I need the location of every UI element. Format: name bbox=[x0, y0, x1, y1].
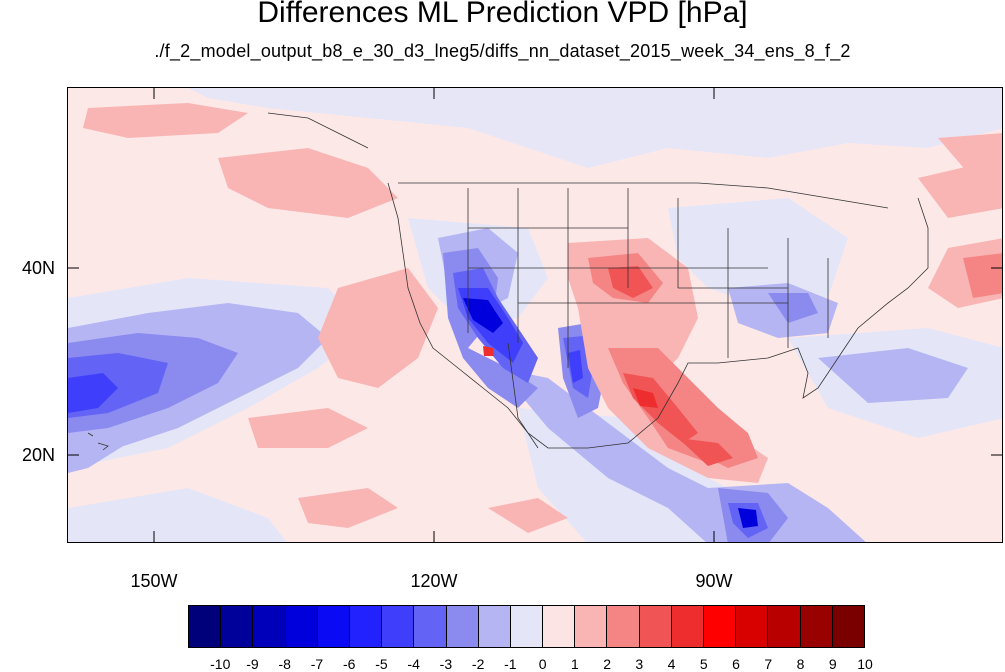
colorbar-tick-label: -8 bbox=[278, 656, 291, 672]
lat-label-20n: 20N bbox=[22, 445, 56, 465]
coastline-outlines bbox=[87, 112, 929, 451]
colorbar-box bbox=[575, 606, 608, 647]
colorbar-box bbox=[349, 606, 383, 647]
colorbar-box bbox=[607, 606, 640, 647]
colorbar-box bbox=[317, 606, 350, 647]
lon-label-120w: 120W bbox=[410, 571, 458, 591]
colorbar-box bbox=[671, 606, 704, 647]
colorbar-tick-label: -3 bbox=[439, 656, 453, 672]
colorbar-tick-label: 6 bbox=[732, 656, 740, 672]
colorbar-box bbox=[285, 606, 318, 647]
plot-subtitle: ./f_2_model_output_b8_e_30_d3_lneg5/diff… bbox=[154, 41, 851, 61]
lon-label-90w: 90W bbox=[695, 571, 733, 591]
colorbar-tick-label: -6 bbox=[342, 656, 356, 672]
colorbar-box bbox=[189, 606, 222, 647]
lon-label-150w: 150W bbox=[130, 571, 178, 591]
colorbar-box bbox=[800, 606, 833, 647]
colorbar-tick-label: 2 bbox=[603, 656, 611, 672]
colorbar-tick-label: -10 bbox=[210, 656, 231, 672]
colorbar-box bbox=[414, 606, 447, 647]
colorbar-box bbox=[639, 606, 672, 647]
colorbar-box bbox=[832, 606, 864, 647]
colorbar-tick-label: -9 bbox=[246, 656, 259, 672]
colorbar-box bbox=[478, 606, 511, 647]
map-panel bbox=[67, 87, 1003, 543]
colorbar-tick-label: 1 bbox=[570, 656, 579, 672]
colorbar-box bbox=[736, 606, 769, 647]
colorbar-box bbox=[768, 606, 801, 647]
vpd-difference-field bbox=[68, 88, 1002, 542]
colorbar-tick-label: 0 bbox=[538, 656, 547, 672]
contour-layer-blue-7 bbox=[463, 298, 758, 528]
colorbar-box bbox=[510, 606, 544, 647]
colorbar-tick-label: -2 bbox=[471, 656, 485, 672]
colorbar-box bbox=[253, 606, 286, 647]
colorbar-tick-label: 10 bbox=[857, 656, 873, 672]
colorbar-tick-label: 9 bbox=[828, 656, 837, 672]
colorbar-tick-label: 7 bbox=[764, 656, 773, 672]
colorbar-box bbox=[382, 606, 415, 647]
lat-label-40n: 40N bbox=[22, 258, 56, 278]
colorbar-tick-label: 4 bbox=[667, 656, 676, 672]
contour-layer-red-4 bbox=[483, 346, 658, 408]
colorbar-tick-label: -5 bbox=[375, 656, 388, 672]
plot-title: Differences ML Prediction VPD [hPa] bbox=[257, 0, 748, 29]
colorbar bbox=[188, 605, 865, 648]
colorbar-tick-label: 3 bbox=[635, 656, 644, 672]
colorbar-tick-label: -4 bbox=[407, 656, 420, 672]
colorbar-tick-label: -1 bbox=[504, 656, 517, 672]
colorbar-box bbox=[543, 606, 576, 647]
colorbar-box bbox=[221, 606, 254, 647]
colorbar-tick-label: -7 bbox=[310, 656, 324, 672]
colorbar-tick-label: 8 bbox=[796, 656, 805, 672]
colorbar-box bbox=[446, 606, 479, 647]
colorbar-box bbox=[704, 606, 737, 647]
colorbar-tick-label: 5 bbox=[699, 656, 708, 672]
